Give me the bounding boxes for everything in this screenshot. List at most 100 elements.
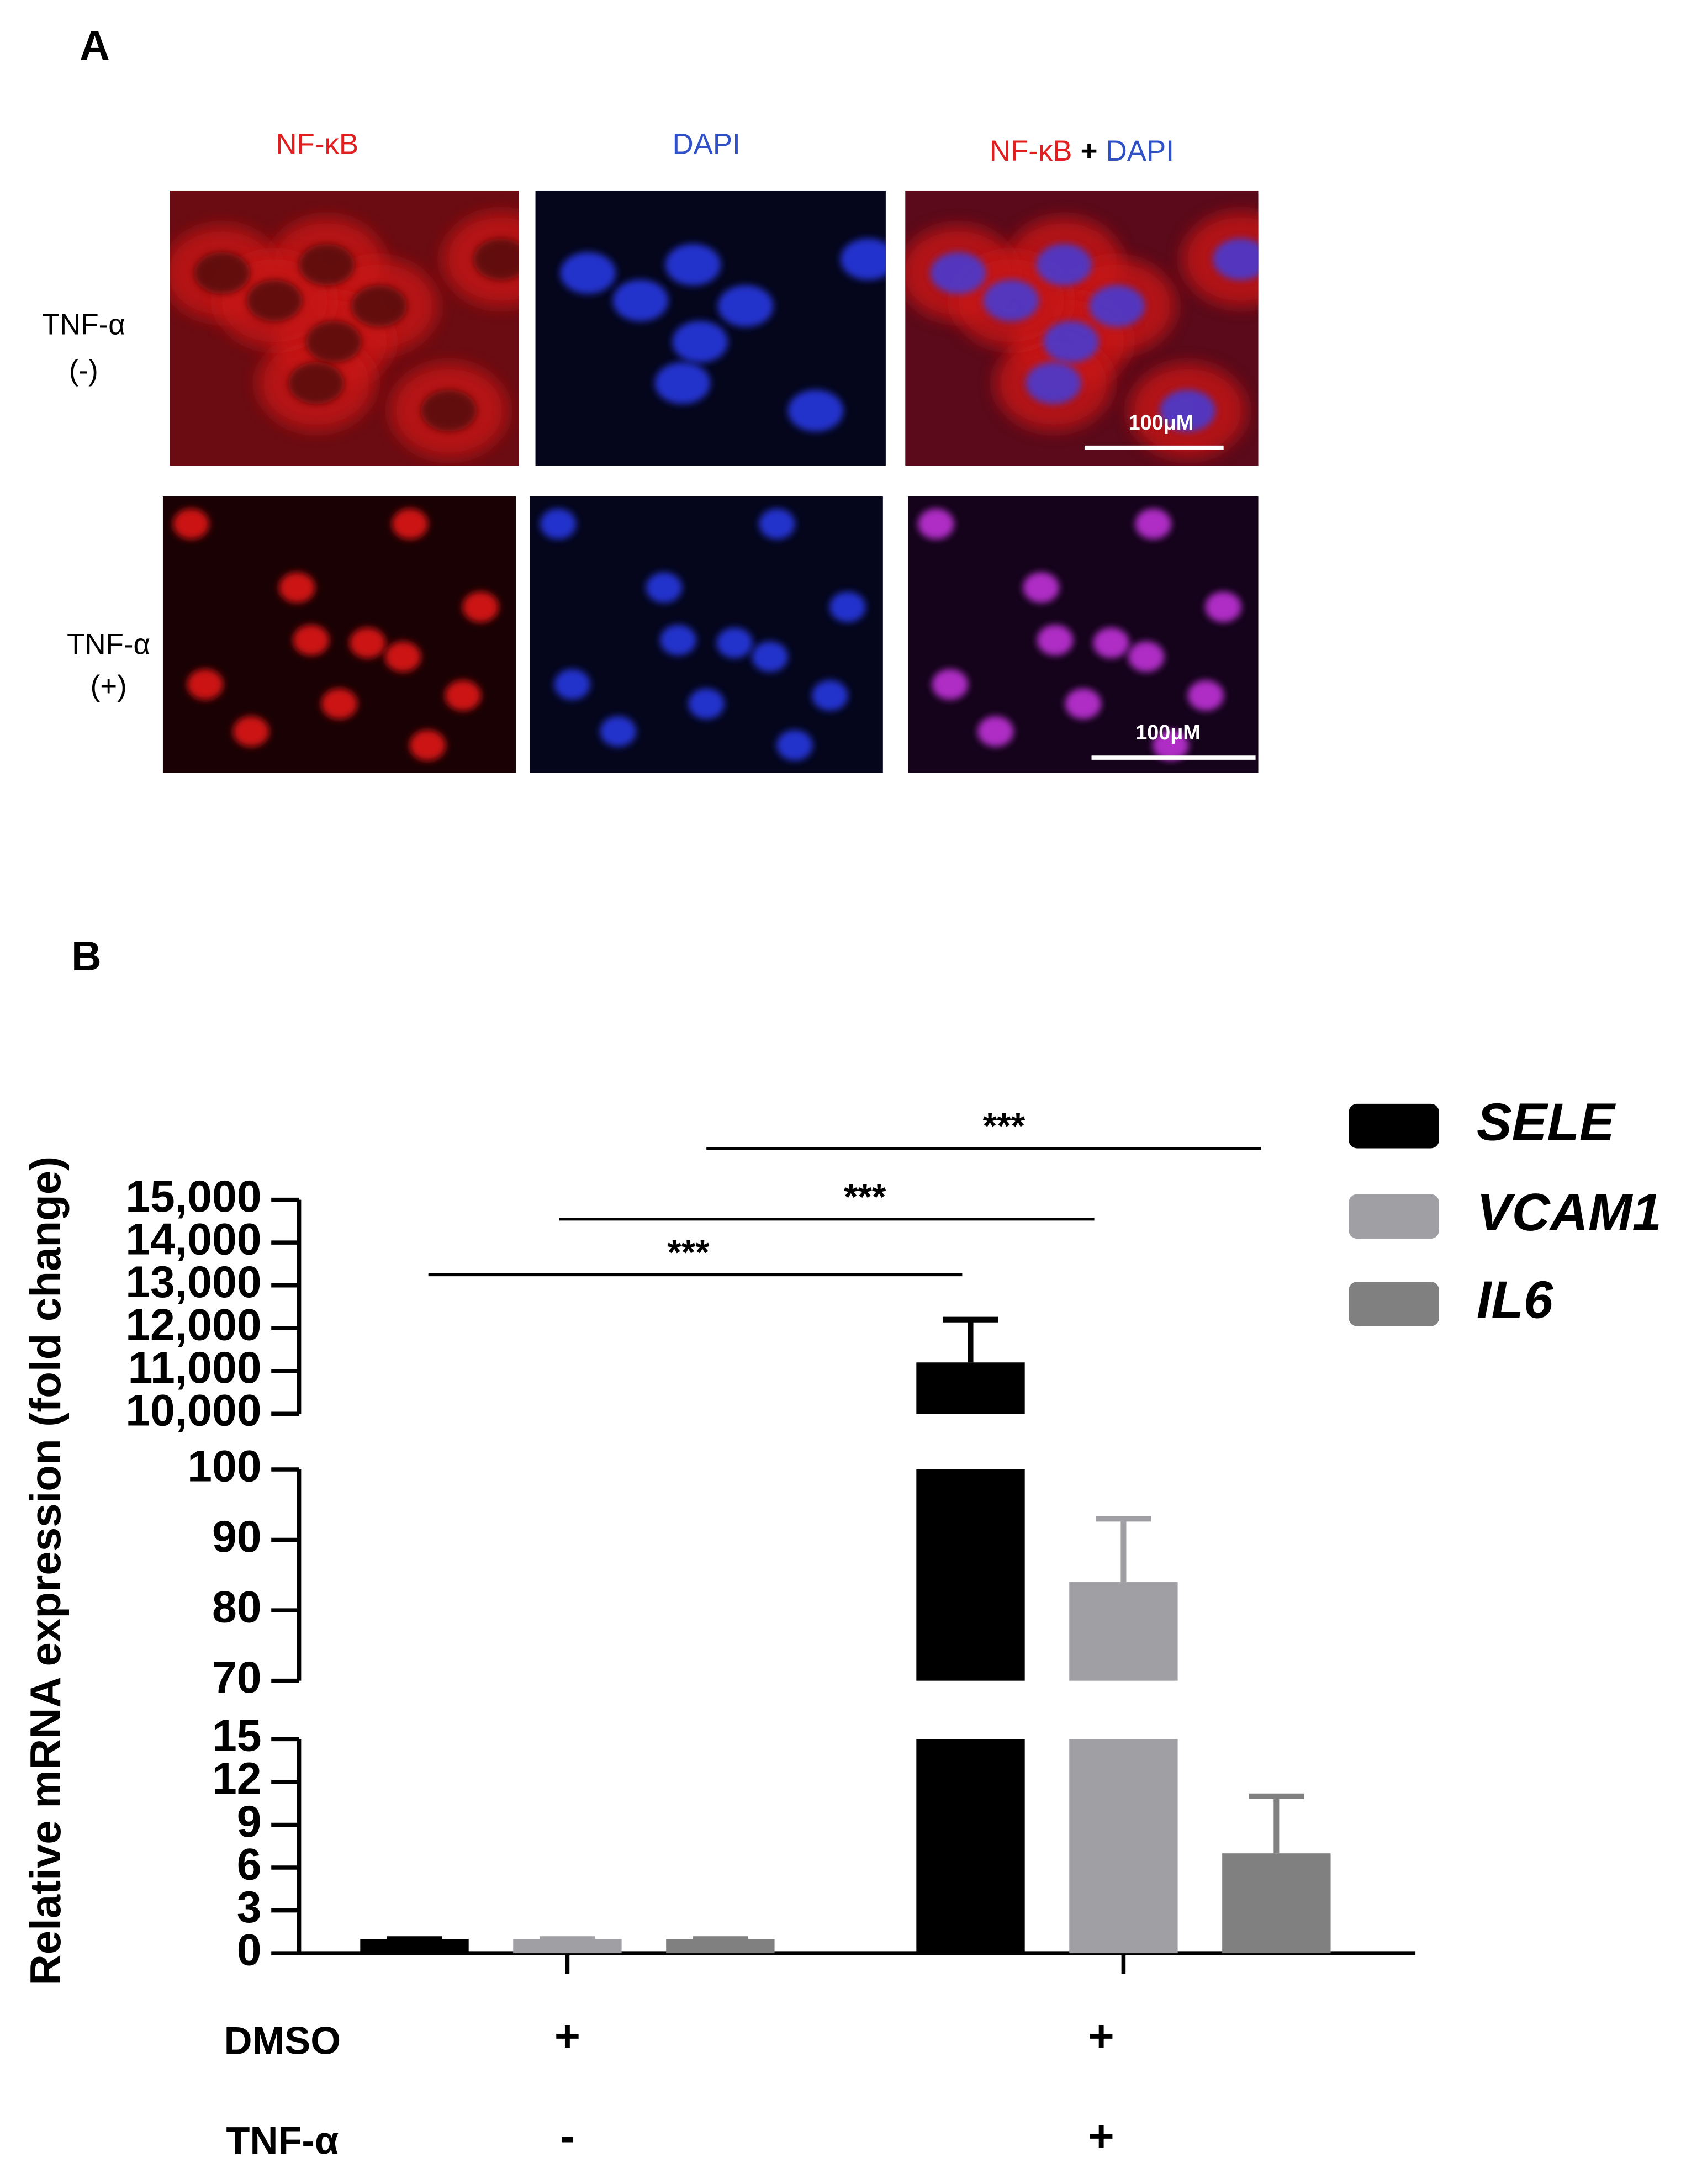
nucleus <box>1160 389 1216 432</box>
nucleus <box>288 362 345 404</box>
nucleus <box>829 591 866 622</box>
condition-label: TNF-α <box>226 2119 339 2162</box>
y-tick-label: 80 <box>212 1582 262 1632</box>
header-part: DAPI <box>1106 135 1174 167</box>
nucleus <box>660 625 696 655</box>
condition-value: - <box>560 2112 575 2161</box>
panel-label: B <box>71 933 102 980</box>
nucleus <box>1128 641 1165 673</box>
y-tick-label: 6 <box>237 1839 262 1889</box>
nucleus <box>1037 625 1074 655</box>
row-label: (+) <box>91 670 127 702</box>
nucleus <box>600 716 637 747</box>
y-tick-label: 15,000 <box>125 1172 261 1221</box>
nucleus <box>1135 509 1172 540</box>
bar <box>916 1362 1025 1414</box>
header-part: + <box>1081 135 1098 167</box>
nucleus <box>716 627 753 658</box>
micrograph <box>530 496 883 773</box>
nucleus <box>187 669 224 700</box>
legend-label: VCAM1 <box>1477 1183 1662 1242</box>
nucleus <box>787 389 844 432</box>
y-tick-label: 12,000 <box>125 1300 261 1350</box>
nucleus <box>1153 729 1189 761</box>
nucleus <box>349 627 386 658</box>
legend-swatch <box>1349 1282 1439 1326</box>
y-tick-label: 12 <box>212 1754 262 1804</box>
nucleus <box>752 641 789 673</box>
nucleus <box>560 252 616 294</box>
nucleus <box>840 238 886 281</box>
scale-bar-label: 100μM <box>1135 721 1201 744</box>
nucleus <box>306 321 362 363</box>
row-label: TNF-α <box>67 628 150 661</box>
column-header: NF-κB <box>276 128 358 160</box>
significance-label: *** <box>667 1233 710 1273</box>
nucleus <box>1026 362 1082 404</box>
nucleus <box>194 252 250 294</box>
nucleus <box>1213 238 1259 281</box>
nucleus <box>173 509 209 540</box>
micrograph <box>535 190 886 466</box>
significance-label: *** <box>983 1106 1026 1146</box>
nucleus <box>392 509 429 540</box>
y-tick-label: 3 <box>237 1882 262 1932</box>
y-tick-label: 13,000 <box>125 1257 261 1307</box>
nucleus <box>384 641 421 673</box>
nucleus <box>1023 572 1060 603</box>
nucleus <box>646 572 683 603</box>
nucleus <box>246 279 303 322</box>
panel-b: B Relative mRNA expression (fold change)… <box>21 933 1662 2162</box>
bar <box>916 1469 1025 1681</box>
condition-label: DMSO <box>224 2018 341 2062</box>
y-tick-label: 0 <box>237 1925 262 1975</box>
y-tick-label: 14,000 <box>125 1214 261 1264</box>
header-part: NF-κB <box>990 135 1072 167</box>
micrograph <box>170 190 519 466</box>
nucleus <box>932 669 969 700</box>
nucleus <box>1043 321 1100 363</box>
y-tick-label: 70 <box>212 1653 262 1702</box>
y-tick-label: 11,000 <box>128 1343 262 1393</box>
row-label: TNF-α <box>42 309 125 341</box>
nucleus <box>612 279 669 322</box>
nucleus <box>665 244 721 286</box>
y-tick-label: 10,000 <box>125 1386 261 1436</box>
panel-label: A <box>80 23 110 69</box>
nucleus <box>279 572 315 603</box>
nucleus <box>918 509 954 540</box>
nucleus <box>977 716 1014 747</box>
nucleus <box>1093 627 1129 658</box>
column-header: NF-κB + DAPI <box>990 135 1174 167</box>
nucleus <box>351 285 407 327</box>
nucleus <box>473 238 519 281</box>
condition-value: + <box>1088 2011 1114 2061</box>
nucleus <box>759 509 795 540</box>
nucleus <box>299 244 355 286</box>
nucleus <box>554 669 590 700</box>
bar <box>1222 1853 1331 1954</box>
micrograph-bg <box>162 496 516 773</box>
legend-swatch <box>1349 1103 1439 1149</box>
bar <box>1069 1739 1178 1954</box>
column-header: DAPI <box>672 128 740 160</box>
nucleus <box>293 625 330 655</box>
y-tick-label: 9 <box>237 1797 262 1847</box>
row-label: (-) <box>69 355 98 387</box>
nucleus <box>672 321 728 363</box>
y-tick-label: 15 <box>212 1711 262 1761</box>
micrograph <box>908 496 1259 773</box>
nucleus <box>1036 244 1092 286</box>
nucleus <box>321 688 358 720</box>
nucleus <box>1065 688 1102 720</box>
legend-swatch <box>1349 1194 1439 1239</box>
nucleus <box>445 680 482 711</box>
nucleus <box>930 252 986 294</box>
y-axis-label: Relative mRNA expression (fold change) <box>21 1156 70 1986</box>
condition-value: + <box>1088 2112 1114 2161</box>
nucleus <box>812 680 848 711</box>
nucleus <box>717 285 774 327</box>
condition-value: + <box>554 2011 580 2061</box>
nucleus <box>776 729 813 761</box>
